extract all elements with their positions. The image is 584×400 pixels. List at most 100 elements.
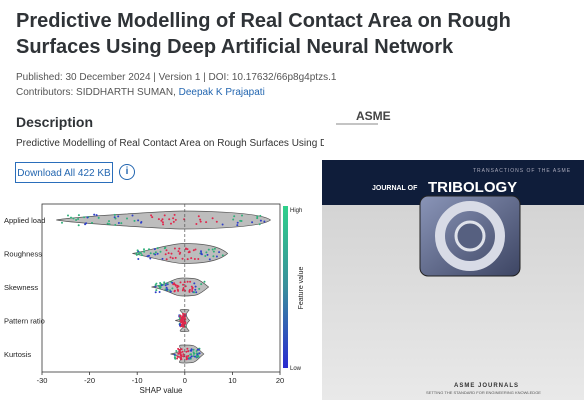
shap-point — [179, 319, 182, 322]
cover-series: TRANSACTIONS OF THE ASME — [473, 168, 571, 174]
plot-frame — [41, 203, 281, 373]
shap-point — [172, 220, 175, 223]
shap-point — [181, 315, 184, 318]
shap-point — [215, 220, 218, 223]
shap-point — [126, 217, 128, 220]
bearing-hub — [454, 220, 486, 252]
shap-point — [143, 250, 146, 253]
shap-point — [233, 215, 236, 218]
shap-point — [77, 218, 80, 220]
shap-point — [175, 350, 178, 352]
shap-point — [172, 283, 175, 286]
shap-point — [138, 252, 140, 255]
shap-point — [204, 255, 207, 257]
x-tick-label: -30 — [37, 376, 48, 385]
shap-point — [190, 353, 193, 356]
shap-point — [200, 250, 202, 253]
shap-point — [176, 357, 179, 360]
shap-point — [182, 283, 185, 286]
shap-point — [194, 355, 196, 358]
contributors-label: Contributors: — [16, 87, 74, 98]
shap-point — [173, 247, 176, 250]
shap-point — [211, 217, 214, 220]
shap-point — [135, 252, 138, 255]
download-button[interactable]: Download All 422 KB — [15, 162, 113, 183]
shap-point — [108, 220, 110, 223]
shap-point — [211, 248, 214, 251]
cover-journal-name: TRIBOLOGY — [428, 179, 517, 196]
shap-point — [177, 355, 180, 358]
shap-point — [206, 253, 209, 256]
shap-point — [239, 219, 242, 222]
shap-point — [114, 223, 117, 226]
shap-point — [140, 254, 143, 257]
publisher-logo: ASME — [356, 109, 391, 123]
shap-point — [165, 258, 168, 261]
shap-point — [188, 251, 191, 254]
cover-journal-of: JOURNAL OF — [372, 185, 418, 192]
shap-point — [93, 213, 96, 216]
shap-point — [176, 286, 179, 289]
shap-point — [117, 215, 120, 218]
shap-point — [196, 353, 199, 356]
shap-point — [181, 289, 184, 292]
shap-point — [200, 253, 203, 256]
publication-meta: Published: 30 December 2024 | Version 1 … — [16, 72, 337, 83]
shap-point — [190, 355, 193, 358]
x-tick-label: -10 — [132, 376, 143, 385]
shap-point — [159, 287, 162, 289]
info-icon[interactable]: i — [119, 164, 135, 180]
shap-point — [154, 291, 157, 294]
shap-point — [159, 250, 162, 253]
x-tick-label: 20 — [276, 376, 284, 385]
shap-point — [179, 314, 182, 317]
shap-point — [106, 222, 109, 225]
shap-point — [259, 219, 262, 222]
shap-point — [205, 221, 208, 224]
shap-point — [186, 280, 189, 283]
shap-point — [205, 251, 208, 254]
shap-point — [213, 247, 216, 250]
shap-point — [195, 291, 198, 294]
shap-point — [199, 218, 202, 221]
shap-point — [156, 252, 159, 255]
shap-point — [108, 223, 111, 226]
shap-point — [218, 251, 221, 254]
shap-point — [136, 249, 139, 252]
contributor-link[interactable]: Deepak K Prajapati — [178, 87, 265, 98]
shap-point — [236, 224, 239, 227]
shap-point — [183, 316, 186, 319]
shap-point — [114, 217, 117, 220]
shap-point — [190, 348, 193, 351]
shap-point — [187, 350, 190, 353]
shap-point — [174, 357, 177, 360]
shap-point — [177, 347, 180, 350]
x-tick-label: 10 — [228, 376, 236, 385]
shap-point — [163, 214, 166, 217]
shap-point — [169, 256, 172, 259]
shap-point — [177, 352, 180, 355]
shap-point — [182, 320, 185, 322]
shap-point — [67, 214, 69, 217]
shap-point — [131, 214, 134, 217]
shap-point — [178, 252, 181, 255]
shap-point — [182, 353, 185, 356]
shap-point — [178, 247, 181, 250]
x-axis-label: SHAP value — [140, 386, 184, 395]
shap-point — [156, 247, 159, 250]
shap-point — [232, 218, 235, 221]
shap-point — [195, 223, 198, 225]
shap-point — [172, 217, 175, 220]
shap-point — [193, 258, 196, 260]
shap-point — [91, 221, 93, 224]
shap-point — [194, 248, 197, 251]
shap-point — [70, 216, 72, 219]
shap-point — [179, 357, 182, 360]
shap-point — [97, 216, 100, 219]
shap-point — [177, 250, 180, 253]
violin — [56, 210, 272, 230]
shap-point — [241, 214, 243, 217]
feature-label: Skewness — [4, 283, 38, 292]
shap-point — [185, 356, 188, 359]
